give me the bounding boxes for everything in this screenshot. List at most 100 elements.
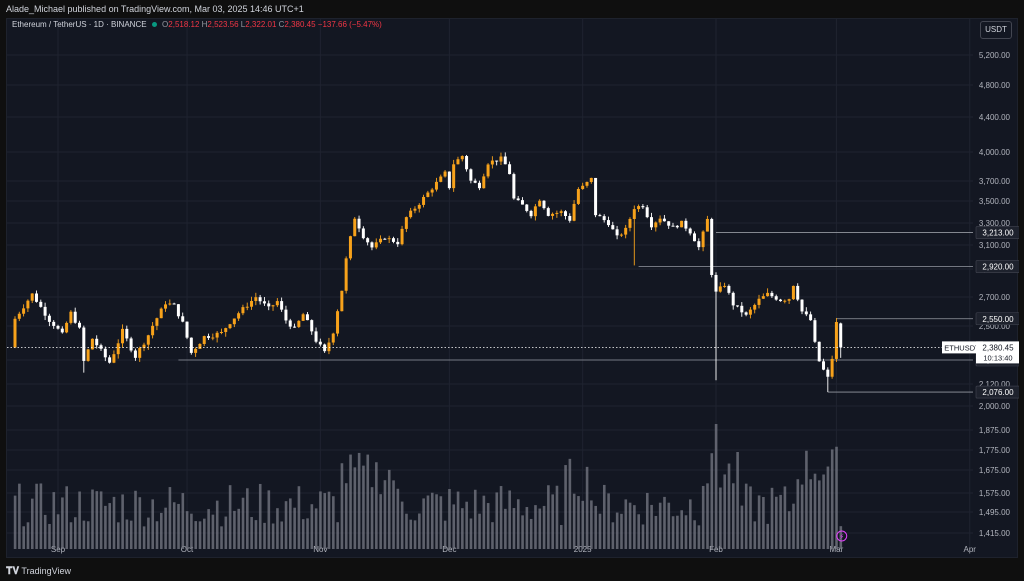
chart-panel[interactable]: 5,200.00 4,800.00 4,400.00 4,000.00 3,700.00… <box>6 18 1021 559</box>
candle-body <box>512 174 516 199</box>
volume-bar <box>35 483 38 549</box>
candle-body <box>47 315 51 322</box>
candle-body <box>495 160 499 162</box>
volume-bar <box>663 496 666 549</box>
candle-body <box>336 311 340 334</box>
candle-body <box>791 285 795 300</box>
event-marker-icon[interactable] <box>836 530 848 542</box>
candle-body <box>796 285 800 300</box>
volume-bar <box>396 488 400 549</box>
candle-body <box>82 327 86 361</box>
volume-bar <box>766 523 770 549</box>
candle-body <box>262 301 266 304</box>
candle-body <box>727 285 731 293</box>
candle-body <box>254 297 258 301</box>
volume-bar <box>370 487 374 549</box>
volume-bar <box>775 496 778 549</box>
volume-bar <box>306 518 309 549</box>
volume-bar <box>538 508 542 549</box>
volume-bar <box>701 485 705 549</box>
volume-bar <box>190 513 193 549</box>
candle-body <box>520 200 524 205</box>
candle-body <box>736 305 740 307</box>
candle-body <box>108 357 112 363</box>
candle-body <box>353 218 357 237</box>
volume-bar <box>762 497 765 549</box>
volume-bar <box>590 500 593 549</box>
candle-body <box>585 181 589 186</box>
volume-bar <box>813 473 817 549</box>
volume-bar <box>783 486 787 549</box>
symbol-tag <box>942 341 983 354</box>
volume-bar <box>392 480 395 549</box>
volume-bar <box>667 502 671 549</box>
candle-body <box>129 338 133 351</box>
volume-bar <box>542 505 546 549</box>
candle-body <box>185 321 189 338</box>
candle-body <box>839 323 843 348</box>
bar-countdown-label: 10:13:40 <box>983 353 1012 362</box>
volume-bar <box>800 484 804 549</box>
volume-bar <box>706 483 709 549</box>
volume-bar <box>835 446 838 549</box>
candle-body <box>331 333 335 343</box>
candle-body <box>314 331 318 342</box>
candle-body <box>146 335 150 345</box>
level-price-label: 2,920.00 <box>982 263 1014 272</box>
candle-body <box>422 196 426 205</box>
candle-body <box>542 200 546 209</box>
candle-body <box>241 307 245 314</box>
volume-bar <box>26 522 30 549</box>
volume-bar <box>723 474 727 549</box>
candle-body <box>116 343 120 355</box>
candle-body <box>271 305 275 307</box>
currency-selector-button[interactable]: USDT <box>980 21 1012 39</box>
candle-body <box>581 185 585 190</box>
volume-bar <box>456 491 460 549</box>
candle-body <box>219 332 223 334</box>
candle-body <box>340 290 344 312</box>
volume-bar <box>276 508 279 549</box>
candle-body <box>830 358 834 377</box>
volume-bar <box>495 492 499 549</box>
legend-close: 2,380.45 <box>284 20 316 29</box>
volume-bar <box>194 521 198 549</box>
candlestick-chart[interactable]: 5,200.00 4,800.00 4,400.00 4,000.00 3,700.00… <box>7 19 1021 559</box>
volume-bar <box>284 501 288 549</box>
volume-bar <box>770 487 774 549</box>
candle-body <box>348 236 352 259</box>
legend-symbol[interactable]: Ethereum / TetherUS · 1D · BINANCE <box>12 20 147 29</box>
candle-body <box>714 274 718 292</box>
candle-body <box>692 233 696 242</box>
footer-brand[interactable]: TradingView <box>21 566 71 576</box>
volume-bar <box>710 453 714 549</box>
candle-body <box>125 328 129 339</box>
volume-bar <box>839 526 843 549</box>
candle-body <box>766 292 770 297</box>
volume-bar <box>112 496 116 549</box>
candle-body <box>834 321 838 359</box>
candle-body <box>224 328 228 333</box>
volume-bar <box>491 522 494 549</box>
volume-bar <box>830 449 834 549</box>
candle-body <box>684 220 688 229</box>
candle-body <box>280 301 284 310</box>
candle-body <box>86 349 90 361</box>
volume-bar <box>581 500 585 549</box>
volume-bar <box>344 483 348 549</box>
volume-bar <box>413 520 417 549</box>
candle-body <box>662 218 666 222</box>
volume-bar <box>602 484 606 549</box>
candle-body <box>73 311 77 323</box>
candle-body <box>43 306 47 316</box>
volume-bar <box>615 512 619 549</box>
candle-body <box>740 305 744 313</box>
legend-open: 2,518.12 <box>168 20 200 29</box>
candle-body <box>628 218 632 228</box>
volume-bar <box>134 490 137 549</box>
volume-bar <box>181 493 185 549</box>
volume-bar <box>680 510 683 549</box>
volume-bar <box>624 499 628 549</box>
candle-body <box>705 218 709 232</box>
price-tick-label: 4,000.00 <box>979 148 1011 157</box>
